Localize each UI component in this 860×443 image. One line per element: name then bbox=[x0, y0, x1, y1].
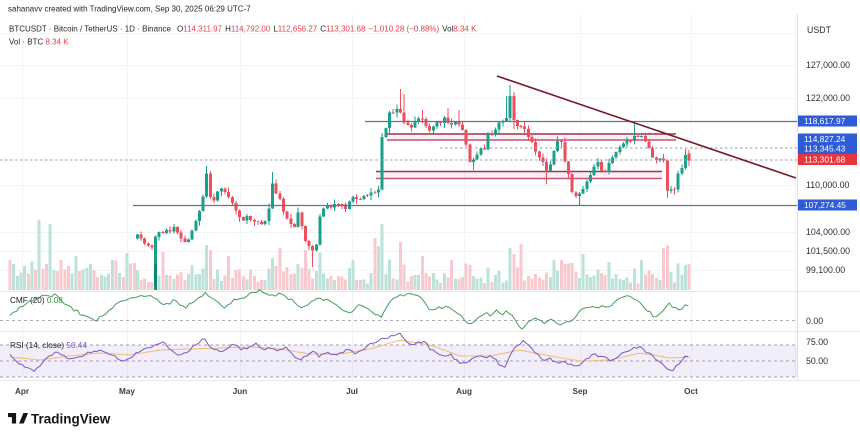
svg-text:75.00: 75.00 bbox=[806, 337, 828, 347]
svg-text:110,000.00: 110,000.00 bbox=[806, 180, 849, 190]
svg-text:99,100.00: 99,100.00 bbox=[806, 265, 845, 275]
svg-text:RSI (14, close) 50.44: RSI (14, close) 50.44 bbox=[10, 341, 87, 350]
svg-text:Jul: Jul bbox=[346, 387, 358, 396]
svg-text:sahanavv created with TradingV: sahanavv created with TradingView.com, S… bbox=[8, 5, 251, 14]
svg-text:107,274.45: 107,274.45 bbox=[804, 200, 846, 210]
svg-text:127,000.00: 127,000.00 bbox=[806, 60, 850, 70]
svg-text:May: May bbox=[119, 387, 135, 396]
svg-text:50.00: 50.00 bbox=[806, 356, 828, 366]
svg-text:Vol · BTC 8.34 K: Vol · BTC 8.34 K bbox=[9, 38, 69, 47]
svg-text:113,301.68: 113,301.68 bbox=[804, 155, 846, 165]
svg-text:101,500.00: 101,500.00 bbox=[806, 246, 850, 256]
svg-text:114,827.24: 114,827.24 bbox=[804, 134, 846, 144]
svg-text:Jun: Jun bbox=[233, 387, 248, 396]
svg-text:113,345.43: 113,345.43 bbox=[804, 144, 846, 154]
svg-text:0.00: 0.00 bbox=[806, 316, 823, 326]
svg-text:CMF (20) 0.08: CMF (20) 0.08 bbox=[10, 296, 63, 305]
svg-text:Aug: Aug bbox=[456, 387, 472, 396]
svg-text:104,000.00: 104,000.00 bbox=[806, 227, 850, 237]
svg-text:Sep: Sep bbox=[572, 387, 587, 396]
svg-text:Oct: Oct bbox=[684, 387, 698, 396]
svg-text:118,617.97: 118,617.97 bbox=[804, 116, 846, 126]
svg-text:BTCUSDT · Bitcoin / TetherUS ·: BTCUSDT · Bitcoin / TetherUS · 1D · Bina… bbox=[9, 25, 477, 34]
svg-text:TradingView: TradingView bbox=[31, 412, 111, 427]
svg-text:122,000.00: 122,000.00 bbox=[806, 93, 850, 103]
svg-text:Apr: Apr bbox=[15, 387, 30, 396]
svg-text:USDT: USDT bbox=[807, 25, 832, 35]
